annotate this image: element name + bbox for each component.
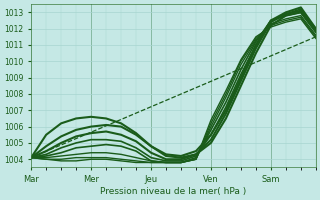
X-axis label: Pression niveau de la mer( hPa ): Pression niveau de la mer( hPa ) [100, 187, 247, 196]
